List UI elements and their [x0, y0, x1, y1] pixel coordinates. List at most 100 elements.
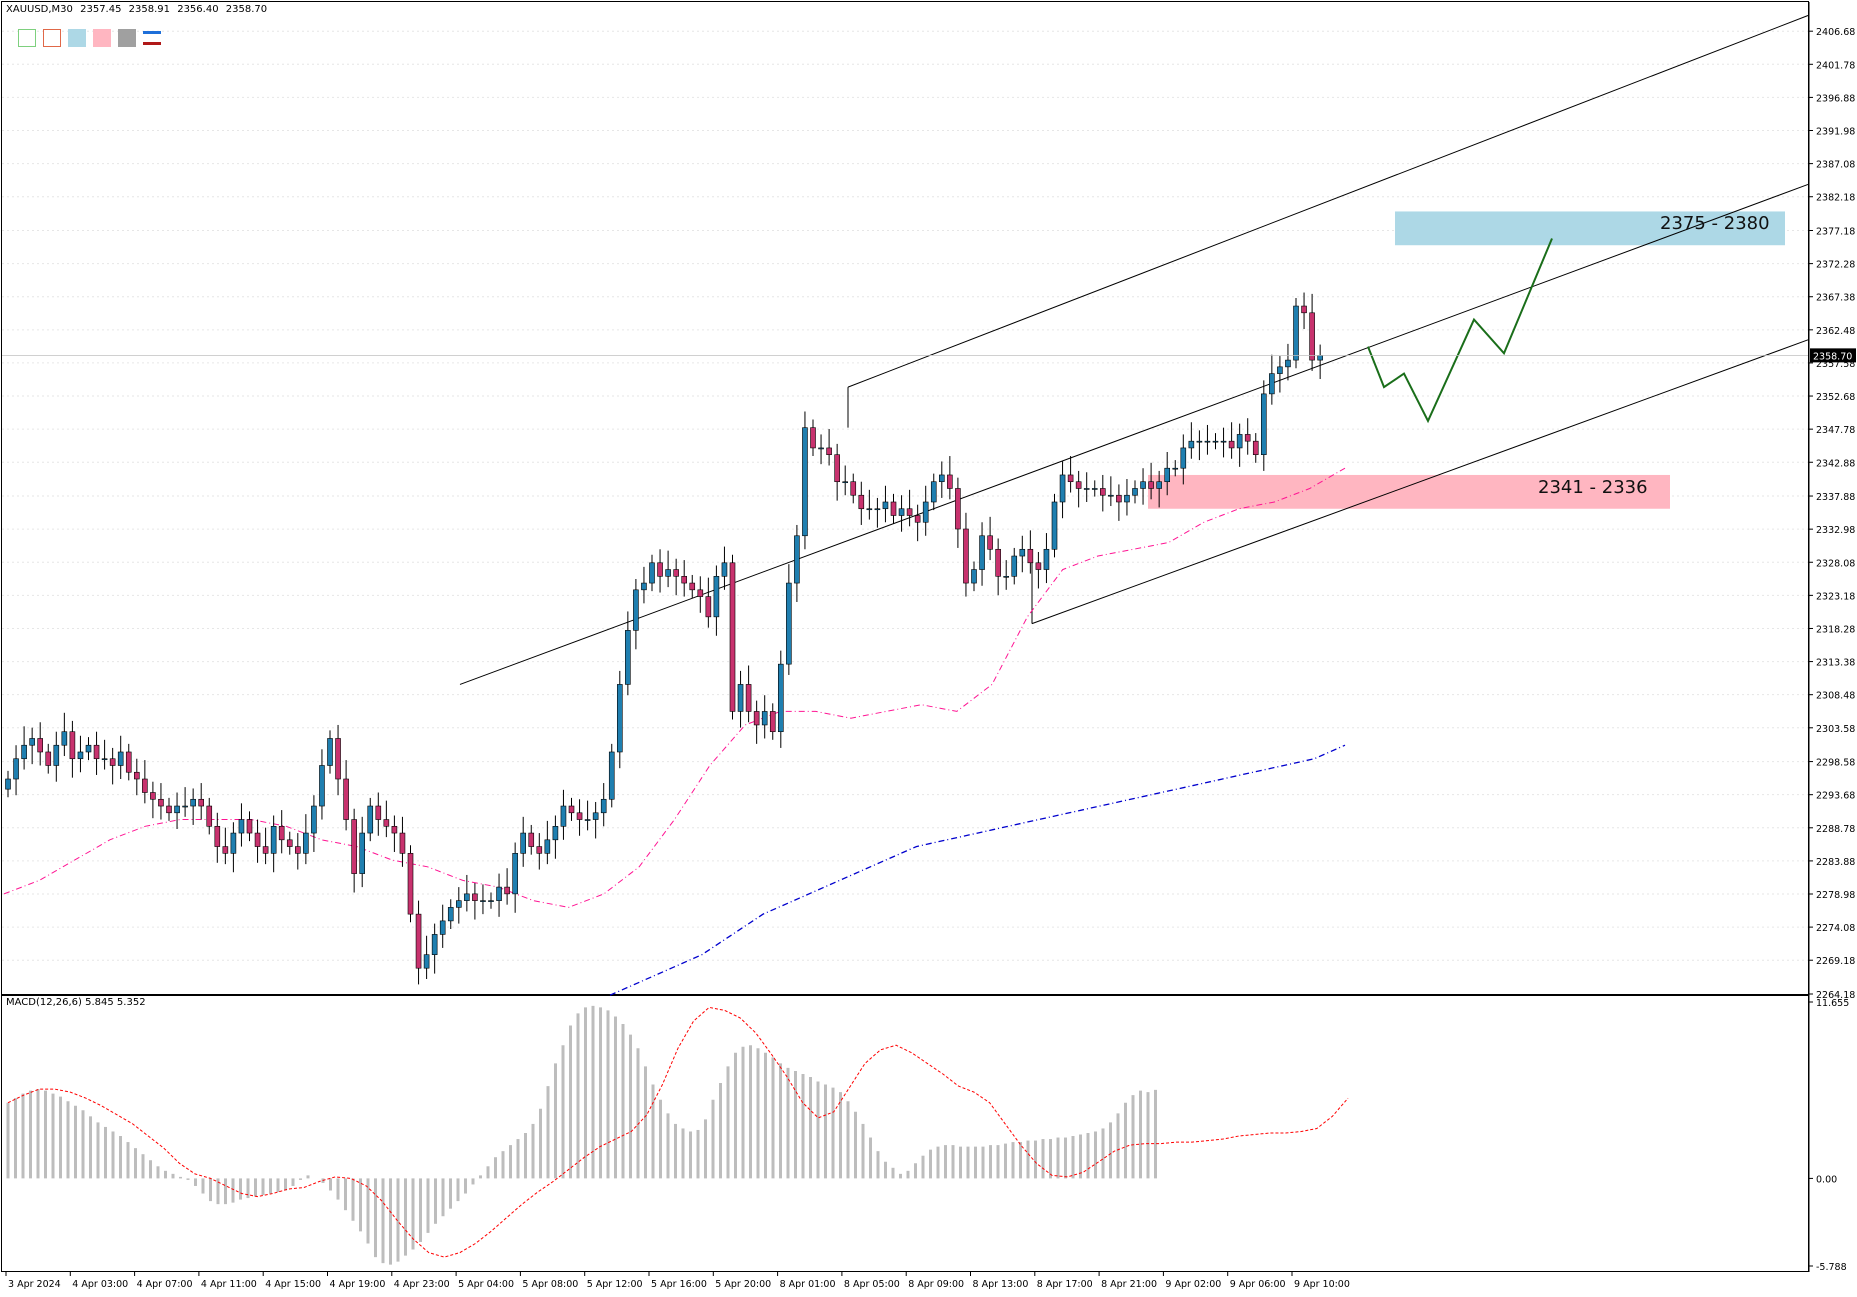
- price-tick-label: 2372.28: [1816, 260, 1855, 271]
- candle-body: [1091, 488, 1098, 490]
- candle: [850, 473, 857, 504]
- candle: [496, 873, 502, 917]
- macd-tick-label: 11.655: [1816, 998, 1849, 1009]
- rectangle-red-outline-icon[interactable]: [43, 29, 61, 47]
- price-tick-label: 2387.08: [1816, 160, 1855, 171]
- ohlc-open: 2357.45: [80, 4, 122, 15]
- macd-header: MACD(12,26,6) 5.845 5.352: [6, 997, 150, 1008]
- price-tick-label: 2406.68: [1816, 27, 1855, 38]
- candle-body: [1108, 494, 1114, 497]
- candle-body: [174, 805, 180, 814]
- candle: [1116, 484, 1122, 521]
- candle: [174, 792, 180, 830]
- candle: [552, 815, 559, 859]
- time-axis: 3 Apr 2024 4 Apr 03:00 4 Apr 07:00 4 Apr 11…: [5, 1272, 1350, 1290]
- candle: [351, 808, 357, 893]
- candle: [761, 695, 768, 739]
- candle-body: [61, 731, 68, 746]
- time-tick-label: 9 Apr 02:00: [1165, 1279, 1221, 1290]
- candle: [592, 801, 599, 839]
- candle: [1172, 460, 1179, 477]
- candle-body: [1083, 488, 1090, 490]
- lower-support-zone: [1148, 474, 1670, 509]
- candle-body: [826, 447, 832, 455]
- time-tick-label: 9 Apr 06:00: [1230, 1279, 1286, 1290]
- candle-body: [238, 819, 245, 834]
- candle: [625, 611, 631, 696]
- candle: [544, 820, 551, 865]
- candle: [238, 803, 245, 847]
- candle: [464, 874, 470, 912]
- candle-body: [415, 913, 422, 969]
- upper-zone-label: 2375 - 2380: [1660, 213, 1770, 234]
- rectangle-pink-fill-icon[interactable]: [93, 29, 111, 47]
- candle-body: [294, 846, 301, 854]
- candle-body: [206, 805, 213, 827]
- price-tick-label: 2323.18: [1816, 591, 1855, 602]
- rectangle-gray-fill-icon[interactable]: [118, 29, 136, 47]
- candle: [536, 833, 543, 870]
- candle: [641, 566, 647, 604]
- time-tick-label: 8 Apr 13:00: [973, 1279, 1029, 1290]
- price-tick-label: 2347.78: [1816, 425, 1855, 436]
- candle: [504, 868, 510, 905]
- candle: [367, 797, 374, 842]
- candle-body: [898, 508, 905, 516]
- candle: [713, 565, 720, 636]
- ohlc-close: 2358.70: [225, 4, 268, 15]
- candle: [874, 497, 881, 528]
- price-tick-label: 2288.78: [1816, 824, 1855, 835]
- candle: [1027, 530, 1034, 574]
- candle-body: [633, 589, 639, 631]
- candle-body: [713, 576, 720, 618]
- candle-body: [319, 765, 325, 807]
- candle: [254, 819, 261, 863]
- candle: [158, 783, 164, 820]
- candle-body: [262, 846, 269, 854]
- candle: [117, 735, 124, 780]
- rectangle-green-outline-icon[interactable]: [18, 29, 36, 47]
- candle: [520, 816, 527, 867]
- candle-body: [705, 596, 712, 618]
- time-tick-label: 8 Apr 01:00: [780, 1279, 836, 1290]
- candle: [1091, 480, 1098, 497]
- candle: [1075, 470, 1082, 508]
- candle-body: [1132, 488, 1138, 496]
- candle: [383, 800, 390, 838]
- candle-body: [455, 900, 462, 908]
- candle: [1043, 533, 1050, 584]
- rectangle-lightblue-fill-icon[interactable]: [68, 29, 86, 47]
- candle-body: [914, 515, 921, 523]
- candle: [1188, 422, 1195, 459]
- candle: [150, 781, 156, 819]
- candle-body: [1261, 393, 1267, 455]
- candle-body: [480, 900, 486, 902]
- price-axis: 2406.68 2401.78 2396.88 2391.98 2387.08 2382.…: [2, 27, 1856, 1001]
- candle: [21, 726, 27, 770]
- candle: [777, 650, 784, 748]
- candle-body: [1124, 494, 1130, 503]
- channel-lower-line: [1031, 339, 1809, 625]
- candle: [391, 815, 398, 852]
- lines-blue-red-icon[interactable]: [143, 29, 161, 47]
- candle: [753, 700, 760, 744]
- candle-body: [407, 853, 414, 915]
- candle: [407, 845, 414, 923]
- candle: [1212, 433, 1219, 450]
- candle: [963, 512, 969, 597]
- candle-body: [512, 853, 518, 895]
- candle: [818, 434, 824, 465]
- candle-body: [182, 805, 188, 808]
- candle-body: [1156, 481, 1162, 489]
- candle-body: [858, 494, 865, 510]
- candle: [1011, 547, 1018, 585]
- candle-body: [1075, 481, 1082, 489]
- candle-body: [1293, 305, 1299, 361]
- price-tick-label: 2337.88: [1816, 492, 1855, 503]
- candle-body: [842, 481, 849, 484]
- candle-body: [616, 684, 623, 753]
- candle-body: [802, 427, 808, 537]
- candle-body: [214, 826, 221, 847]
- time-tick-label: 4 Apr 19:00: [330, 1279, 386, 1290]
